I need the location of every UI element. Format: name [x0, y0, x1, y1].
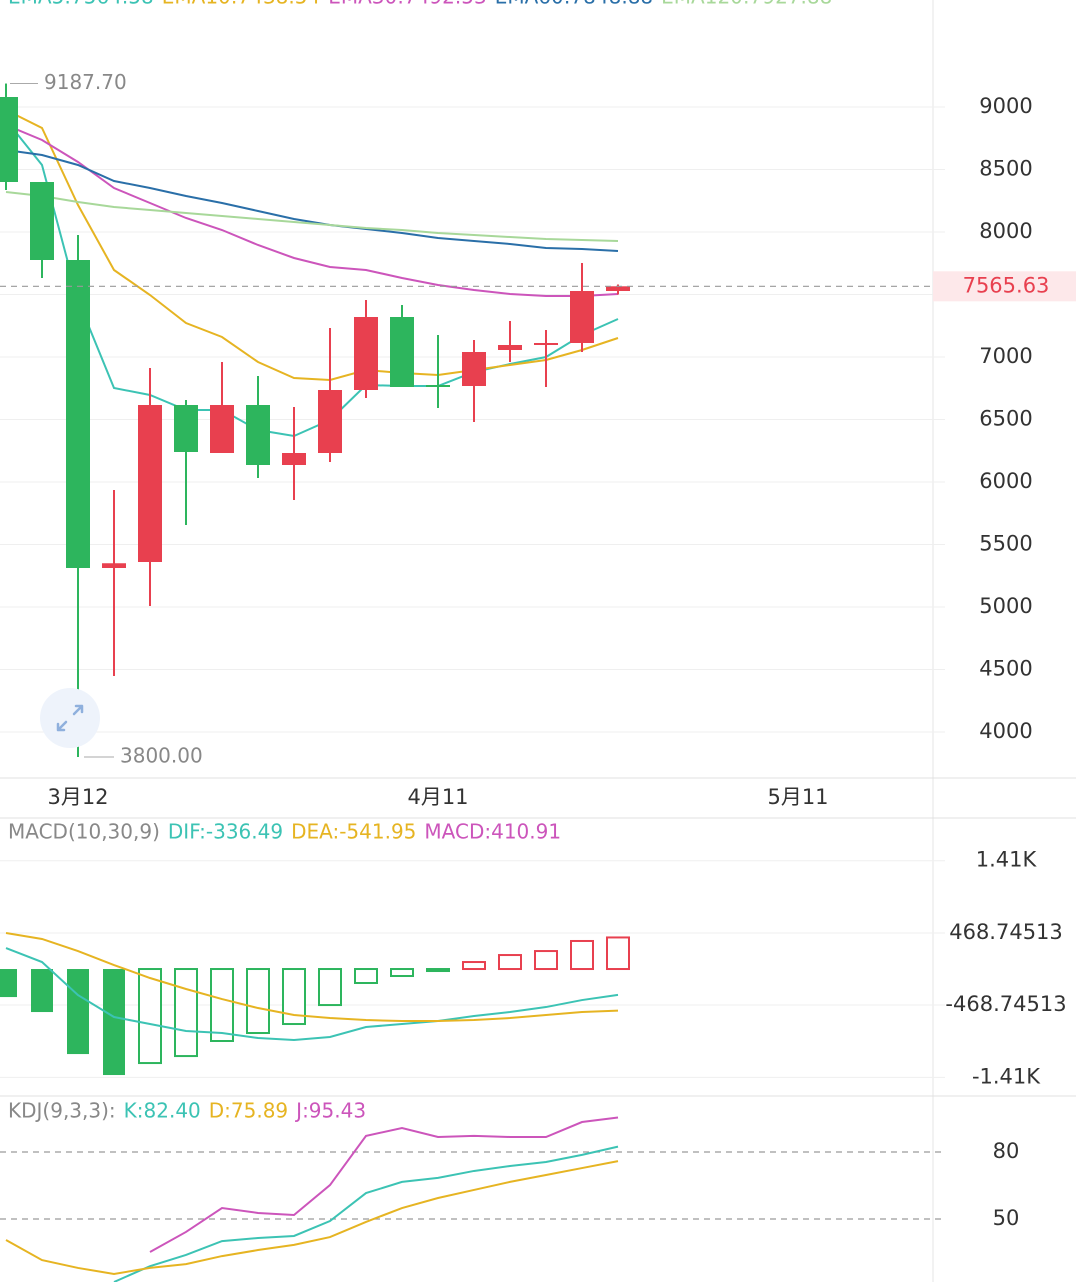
macd-bar	[282, 968, 306, 1026]
legend-entry: K:82.40	[124, 1099, 201, 1123]
label-layer: 4000450050005500600065007000750080008500…	[8, 0, 1076, 1230]
y-tick-label: 4500	[979, 657, 1032, 681]
last-price-label: 7565.63	[963, 273, 1050, 297]
macd-bar	[318, 968, 342, 1007]
y-tick-label: 6500	[979, 407, 1032, 431]
candle-body	[30, 182, 54, 260]
candle-body	[174, 405, 198, 452]
macd-bar	[606, 936, 630, 971]
y-tick-label: 5500	[979, 532, 1032, 556]
legend-entry: D:75.89	[209, 1099, 288, 1123]
max-label: 9187.70	[44, 70, 127, 94]
macd-bar	[498, 954, 522, 971]
candle-body	[318, 390, 342, 453]
x-tick-label: 4月11	[407, 785, 468, 809]
legend-entry: MACD(10,30,9)	[8, 820, 160, 844]
legend-entry: DIF:-336.49	[168, 820, 283, 844]
y-tick-label: 8500	[979, 157, 1032, 181]
candle-body	[570, 291, 594, 343]
macd-bar	[138, 968, 162, 1065]
candle-body	[210, 405, 234, 453]
macd-bar	[246, 968, 270, 1035]
macd-bar	[354, 968, 378, 985]
macd-bar	[0, 969, 17, 998]
y-tick-label: 1.41K	[976, 848, 1038, 872]
macd-bar	[67, 969, 89, 1055]
candle-body	[354, 317, 378, 390]
legend-entry: J:95.43	[294, 1099, 366, 1123]
legend-entry: EMA60:7848.88	[495, 0, 653, 9]
series-line	[5, 191, 619, 242]
series-line	[149, 1116, 619, 1253]
expand-button[interactable]	[40, 688, 100, 748]
macd-bar	[462, 961, 486, 971]
macd-bar	[426, 968, 450, 973]
legend-entry: EMA120:7927.88	[661, 0, 832, 9]
expand-icon[interactable]	[56, 704, 84, 732]
candle-body	[606, 286, 630, 291]
candle-body	[102, 563, 126, 568]
macd-panel	[0, 932, 630, 1076]
x-tick-label: 3月12	[47, 785, 108, 809]
candle-body	[282, 453, 306, 465]
candle-body	[426, 385, 450, 387]
price-panel	[0, 83, 933, 757]
macd-bar	[31, 969, 53, 1013]
x-tick-label: 5月11	[767, 785, 828, 809]
series-line	[5, 149, 619, 252]
legend-entry: KDJ(9,3,3):	[8, 1099, 116, 1123]
min-label: 3800.00	[120, 744, 203, 768]
candle-body	[462, 352, 486, 386]
legend-entry: DEA:-541.95	[291, 820, 416, 844]
kdj-panel	[5, 1116, 619, 1282]
y-tick-label: -1.41K	[972, 1064, 1041, 1088]
series-line	[5, 124, 619, 297]
candle-body	[0, 97, 18, 182]
last-price-tag	[933, 271, 1076, 302]
candle-body	[534, 343, 558, 345]
candle-body	[390, 317, 414, 387]
y-tick-label: -468.74513	[945, 992, 1066, 1016]
series-line	[5, 932, 619, 1023]
series-line	[5, 109, 619, 382]
expand-button-bg[interactable]	[40, 688, 100, 748]
y-tick-label: 9000	[979, 94, 1032, 118]
legend-entry: EMA30:7492.53	[328, 0, 486, 9]
series-line	[113, 1145, 619, 1282]
series-line	[5, 947, 619, 1042]
macd-bar	[390, 968, 414, 978]
legend-entry: EMA5:7564.58	[8, 0, 154, 9]
grid-layer	[0, 106, 945, 1220]
y-tick-label: 80	[993, 1139, 1020, 1163]
y-tick-label: 7000	[979, 344, 1032, 368]
legend-entry: EMA10:7438.54	[162, 0, 320, 9]
y-tick-label: 4000	[979, 719, 1032, 743]
macd-bar	[534, 950, 558, 971]
series-line	[5, 1160, 619, 1275]
y-tick-label: 468.74513	[949, 920, 1063, 944]
candle-body	[138, 405, 162, 562]
macd-bar	[570, 939, 594, 971]
y-tick-label: 5000	[979, 594, 1032, 618]
candle-body	[66, 260, 90, 568]
macd-bar	[210, 968, 234, 1042]
y-tick-label: 6000	[979, 469, 1032, 493]
candle-body	[498, 345, 522, 350]
candle-body	[246, 405, 270, 465]
series-line	[5, 119, 619, 438]
macd-bar	[103, 969, 125, 1076]
macd-bar	[174, 968, 198, 1058]
y-tick-label: 50	[993, 1206, 1020, 1230]
y-tick-label: 8000	[979, 219, 1032, 243]
legend-entry: MACD:410.91	[424, 820, 561, 844]
